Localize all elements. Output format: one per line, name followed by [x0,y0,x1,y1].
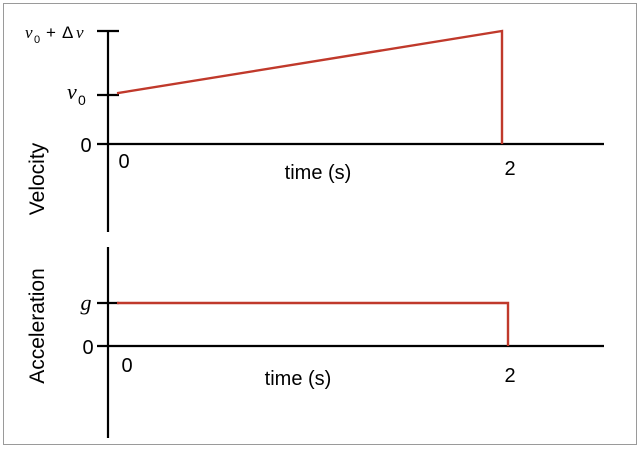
acceleration-y-tick-0: 0 [82,337,93,359]
acceleration-x-tick-2: 2 [504,365,515,387]
top-v-subscript: 0 [34,34,40,46]
acceleration-series-line [117,301,510,346]
acceleration-x-tick-0: 0 [121,355,132,377]
velocity-y-label: Velocity [26,142,49,215]
top-delta: Δ [62,23,73,42]
velocity-x-tick-2: 2 [504,158,515,180]
acceleration-y-label: Acceleration [26,268,49,384]
top-v2-letter: v [76,23,84,42]
velocity-x-label: time (s) [285,162,352,184]
acceleration-y-tick-g: g [81,290,92,315]
velocity-y-tick-top: v 0 + Δ v [25,23,84,46]
acceleration-x-label: time (s) [265,368,332,390]
v0-letter: v [67,79,77,104]
top-plus: + [46,23,56,42]
velocity-y-tick-v0: v 0 [67,79,86,108]
velocity-series-line [116,29,504,144]
top-v-letter: v [25,23,33,42]
acceleration-chart: Acceleration time (s) 0 2 0 g [26,247,604,438]
v0-subscript: 0 [78,92,86,108]
velocity-chart: Velocity time (s) 0 2 0 v 0 v 0 + Δ v [25,23,604,232]
velocity-y-tick-0: 0 [80,135,91,157]
velocity-x-tick-0: 0 [118,151,129,173]
